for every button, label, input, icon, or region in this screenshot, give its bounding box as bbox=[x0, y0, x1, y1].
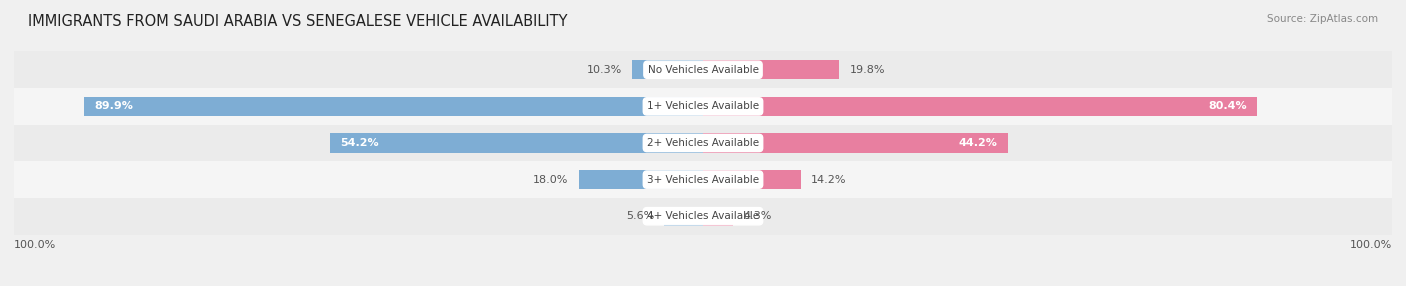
Text: 4+ Vehicles Available: 4+ Vehicles Available bbox=[647, 211, 759, 221]
Text: 1+ Vehicles Available: 1+ Vehicles Available bbox=[647, 102, 759, 111]
Bar bbox=[14, 161, 1392, 198]
Text: Source: ZipAtlas.com: Source: ZipAtlas.com bbox=[1267, 14, 1378, 24]
Text: 89.9%: 89.9% bbox=[94, 102, 132, 111]
Bar bbox=[329, 134, 703, 152]
Text: IMMIGRANTS FROM SAUDI ARABIA VS SENEGALESE VEHICLE AVAILABILITY: IMMIGRANTS FROM SAUDI ARABIA VS SENEGALE… bbox=[28, 14, 568, 29]
Text: 44.2%: 44.2% bbox=[959, 138, 997, 148]
Text: 100.0%: 100.0% bbox=[1350, 240, 1392, 250]
Bar bbox=[703, 60, 839, 79]
Bar bbox=[579, 170, 703, 189]
Bar bbox=[665, 207, 703, 226]
Text: 10.3%: 10.3% bbox=[586, 65, 621, 75]
Text: 5.6%: 5.6% bbox=[626, 211, 654, 221]
Text: 18.0%: 18.0% bbox=[533, 175, 568, 184]
Bar bbox=[14, 125, 1392, 161]
Text: No Vehicles Available: No Vehicles Available bbox=[648, 65, 758, 75]
Text: 4.3%: 4.3% bbox=[742, 211, 772, 221]
Text: 54.2%: 54.2% bbox=[340, 138, 378, 148]
Bar bbox=[14, 88, 1392, 125]
Bar bbox=[83, 97, 703, 116]
Bar bbox=[14, 51, 1392, 88]
Text: 80.4%: 80.4% bbox=[1208, 102, 1247, 111]
Text: 3+ Vehicles Available: 3+ Vehicles Available bbox=[647, 175, 759, 184]
Bar bbox=[14, 198, 1392, 235]
Text: 2+ Vehicles Available: 2+ Vehicles Available bbox=[647, 138, 759, 148]
Bar bbox=[703, 170, 801, 189]
Bar bbox=[703, 97, 1257, 116]
Text: 14.2%: 14.2% bbox=[811, 175, 846, 184]
Text: 19.8%: 19.8% bbox=[849, 65, 886, 75]
Bar bbox=[703, 134, 1008, 152]
Bar bbox=[633, 60, 703, 79]
Bar bbox=[703, 207, 733, 226]
Text: 100.0%: 100.0% bbox=[14, 240, 56, 250]
